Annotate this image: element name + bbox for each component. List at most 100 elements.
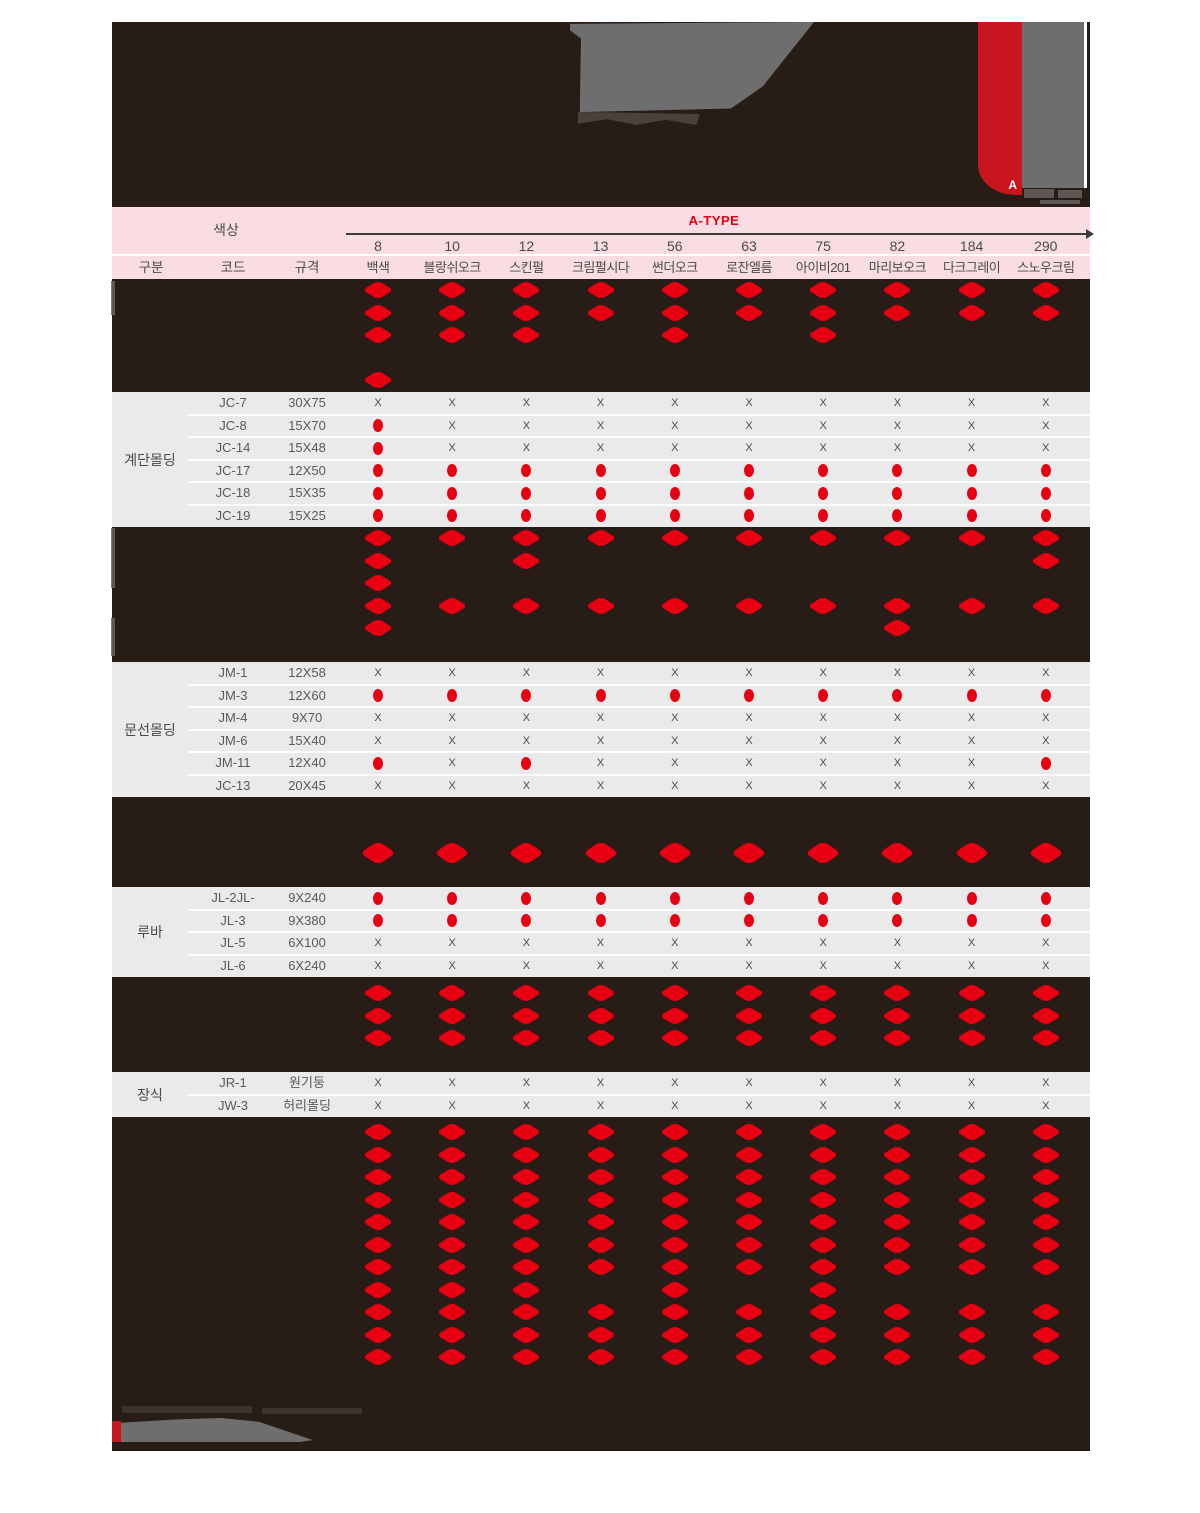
diamond-marker [807,303,839,323]
diamond-marker [807,1122,839,1142]
section-dark-b [112,527,1090,662]
column-color-name: 스노우크림 [1017,260,1075,275]
table-row: JC-19 15X25 [112,503,1090,528]
diamond-marker [362,1167,394,1187]
diamond-marker [953,841,990,866]
diamond-marker [733,1257,765,1277]
unavailable-x: X [448,959,456,972]
category-label: 문선몰딩 [124,721,176,738]
availability-dot [373,509,383,523]
code-cell: JL-6 [220,957,246,973]
availability-dot [892,914,903,928]
diamond-marker [881,1347,913,1367]
diamond-marker [881,1235,913,1255]
diamond-marker [1030,1122,1062,1142]
column-color-name: 마리보오크 [868,260,927,275]
unavailable-x: X [819,419,827,432]
diamond-marker [879,841,916,866]
diamond-marker [881,1190,913,1210]
diamond-marker [807,1006,839,1026]
diamond-marker [1030,1190,1062,1210]
diamond-row [112,820,1090,843]
ribbon-letter: A [1008,178,1017,192]
column-number: 8 [374,238,382,254]
availability-dot [966,914,977,928]
unavailable-x: X [596,959,605,972]
diamond-marker [510,280,542,300]
diamond-marker [510,1167,542,1187]
diamond-marker [510,1006,542,1026]
diamond-marker [956,596,988,616]
diamond-marker [881,618,913,638]
code-cell: JL-3 [220,912,246,928]
diamond-marker [733,1122,765,1142]
diamond-marker [585,1347,617,1367]
diamond-marker [881,1325,913,1345]
unavailable-x: X [671,1099,679,1112]
diamond-marker [362,1190,394,1210]
diamond-marker [659,983,691,1003]
availability-dot [818,891,829,905]
diamond-marker [807,1190,839,1210]
diamond-row [112,640,1090,663]
table-row: JM-1 12X58 X X X X X X X X X X [112,662,1090,685]
unavailable-x: X [893,1077,902,1089]
unavailable-x: X [448,712,456,724]
column-number: 13 [592,238,609,254]
unavailable-x: X [671,734,679,747]
code-cell: JC-7 [219,395,247,410]
diamond-marker [881,983,913,1003]
availability-dot [1040,486,1051,500]
unavailable-x: X [745,757,753,769]
diamond-marker [585,303,617,323]
unavailable-x: X [596,779,605,792]
header-white-divider [112,254,1090,256]
unavailable-x: X [374,734,382,747]
unavailable-x: X [1042,1077,1050,1089]
unavailable-x: X [967,712,976,724]
unavailable-x: X [745,667,753,679]
availability-dot [1040,509,1051,523]
diamond-marker [807,1145,839,1165]
row-separator [188,706,1090,708]
diamond-marker [807,1028,839,1048]
diamond-marker [733,303,765,323]
color-group-label: 색상 [213,222,239,238]
availability-dot [521,891,532,905]
section-stair-molding: 계단몰딩 JC-7 30X75 X X X X X X X X X X JC-8 15X70 X X X X X X X X… [112,392,1090,527]
unavailable-x: X [1042,667,1050,679]
availability-dot [966,689,977,703]
code-cell: JM-3 [218,687,248,703]
diamond-marker [436,325,468,345]
diamond-marker [1030,280,1062,300]
bottom-red-mark [112,1421,121,1442]
unavailable-x: X [1042,712,1050,724]
diamond-marker [659,1325,691,1345]
unavailable-x: X [967,1077,976,1089]
availability-dot [373,419,383,433]
spec-cell: 9X380 [288,912,326,928]
row-separator [188,728,1090,731]
diamond-marker [510,1325,542,1345]
row-separator [188,953,1090,956]
diamond-row [112,841,1090,866]
unavailable-x: X [819,442,827,454]
unavailable-x: X [671,757,679,769]
diamond-marker [1030,1167,1062,1187]
column-number: 12 [518,238,535,254]
unavailable-x: X [448,1099,456,1112]
column-color-name: 크림펄시다 [571,260,630,275]
diamond-marker [659,280,691,300]
diamond-marker [881,1028,913,1048]
header-rule [346,233,1086,235]
unavailable-x: X [522,667,531,679]
spec-cell: 12X50 [288,462,326,478]
availability-dot [966,464,977,478]
unavailable-x: X [596,734,605,747]
availability-dot [669,689,680,703]
diamond-marker [733,1167,765,1187]
unavailable-x: X [671,1077,679,1089]
diamond-row [112,1346,1090,1369]
unavailable-x: X [745,1077,753,1089]
